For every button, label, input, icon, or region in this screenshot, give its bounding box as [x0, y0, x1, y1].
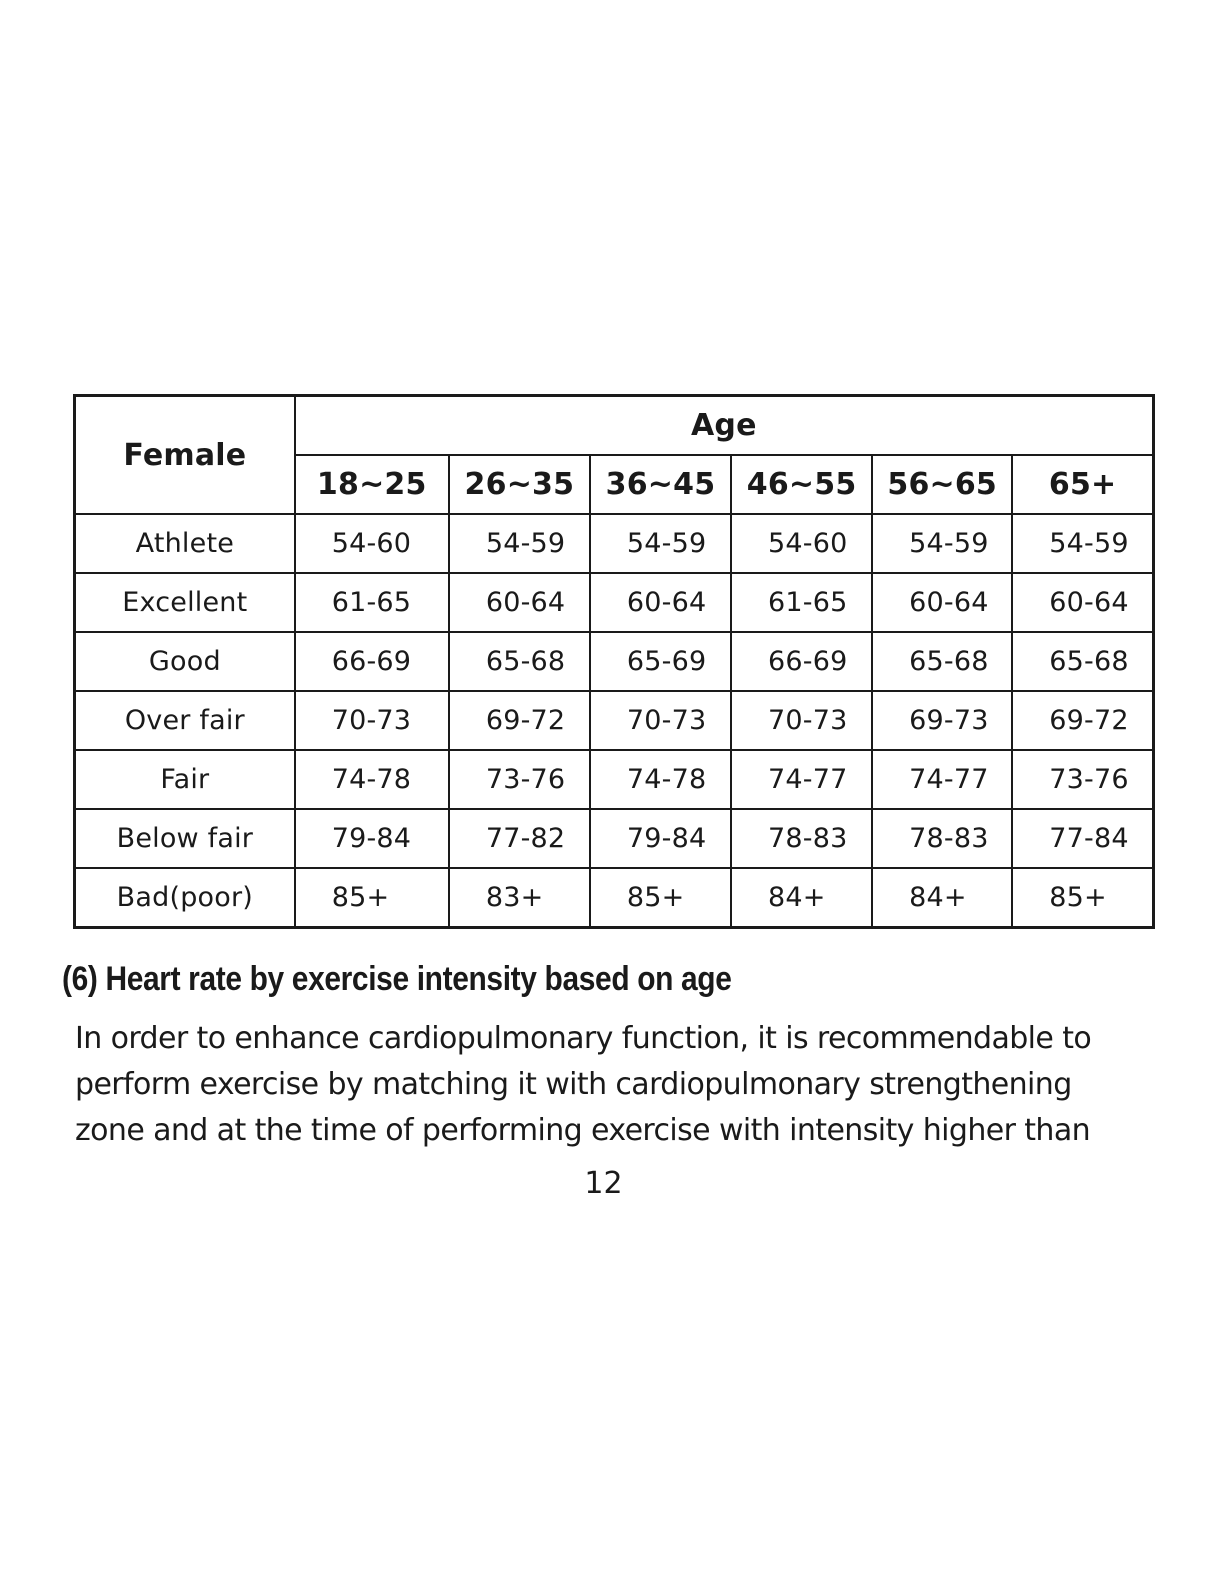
- table-row: Over fair 70-73 69-72 70-73 70-73 69-73 69-72: [73, 690, 1155, 751]
- row-label: Bad(poor): [73, 867, 296, 928]
- row-label: Excellent: [73, 572, 296, 633]
- table-cell: 73-76: [447, 749, 591, 810]
- table-cell: 60-64: [871, 572, 1014, 633]
- age-range-header: 18~25: [293, 454, 450, 515]
- table-cell: 79-84: [293, 808, 450, 869]
- table-cell: 70-73: [293, 690, 450, 751]
- age-range-header: 36~45: [588, 454, 733, 515]
- table-row: Good 66-69 65-68 65-69 66-69 65-68 65-68: [73, 631, 1155, 692]
- table-body: Athlete 54-60 54-59 54-59 54-60 54-59 54-59 Exc…: [73, 513, 1155, 928]
- table-corner-label: Female: [73, 394, 296, 515]
- paragraph-line: perform exercise by matching it with car…: [75, 1067, 1072, 1102]
- table-cell: 65-68: [1011, 631, 1155, 692]
- table-cell: 69-73: [871, 690, 1014, 751]
- table-cell: 84+: [871, 867, 1014, 928]
- section-paragraph: In order to enhance cardiopulmonary func…: [75, 1016, 1170, 1154]
- table-row: Below fair 79-84 77-82 79-84 78-83 78-83 77-84: [73, 808, 1155, 869]
- age-range-header: 65+: [1011, 454, 1155, 515]
- table-cell: 74-78: [293, 749, 450, 810]
- table-cell: 78-83: [871, 808, 1014, 869]
- table-cell: 65-68: [447, 631, 591, 692]
- table-cell: 74-78: [588, 749, 733, 810]
- table-cell: 85+: [1011, 867, 1155, 928]
- table-cell: 54-59: [447, 513, 591, 574]
- table-cell: 69-72: [1011, 690, 1155, 751]
- table-cell: 70-73: [730, 690, 874, 751]
- table-cell: 79-84: [588, 808, 733, 869]
- table-cell: 54-60: [730, 513, 874, 574]
- table-cell: 60-64: [447, 572, 591, 633]
- table-row: Bad(poor) 85+ 83+ 85+ 84+ 84+ 85+: [73, 867, 1155, 928]
- row-label: Below fair: [73, 808, 296, 869]
- table-row: Excellent 61-65 60-64 60-64 61-65 60-64 60-64: [73, 572, 1155, 633]
- table-row: Athlete 54-60 54-59 54-59 54-60 54-59 54-59: [73, 513, 1155, 574]
- age-range-header: 56~65: [871, 454, 1014, 515]
- table-cell: 66-69: [730, 631, 874, 692]
- table-cell: 61-65: [293, 572, 450, 633]
- table-cell: 83+: [447, 867, 591, 928]
- table-cell: 69-72: [447, 690, 591, 751]
- heart-rate-table: Female Age 18~25 26~35 36~45 46~55 56~65 65+ …: [73, 394, 1155, 929]
- row-label: Athlete: [73, 513, 296, 574]
- table-cell: 54-59: [1011, 513, 1155, 574]
- table-cell: 78-83: [730, 808, 874, 869]
- table-cell: 70-73: [588, 690, 733, 751]
- age-range-header: 26~35: [447, 454, 591, 515]
- table-cell: 66-69: [293, 631, 450, 692]
- table-cell: 85+: [293, 867, 450, 928]
- table-cell: 77-84: [1011, 808, 1155, 869]
- table-cell: 65-68: [871, 631, 1014, 692]
- table-cell: 60-64: [1011, 572, 1155, 633]
- table-cell: 54-59: [588, 513, 733, 574]
- table-cell: 73-76: [1011, 749, 1155, 810]
- table-cell: 74-77: [871, 749, 1014, 810]
- table-cell: 85+: [588, 867, 733, 928]
- table-cell: 65-69: [588, 631, 733, 692]
- table-cell: 54-60: [293, 513, 450, 574]
- section-title: (6) Heart rate by exercise intensity bas…: [62, 960, 732, 998]
- row-label: Fair: [73, 749, 296, 810]
- age-group-header: Age: [293, 394, 1155, 456]
- age-range-header-row: 18~25 26~35 36~45 46~55 56~65 65+: [75, 454, 1155, 515]
- paragraph-line: zone and at the time of performing exerc…: [75, 1113, 1091, 1148]
- table-cell: 77-82: [447, 808, 591, 869]
- table-cell: 74-77: [730, 749, 874, 810]
- row-label: Over fair: [73, 690, 296, 751]
- table-row: Fair 74-78 73-76 74-78 74-77 74-77 73-76: [73, 749, 1155, 810]
- table-cell: 61-65: [730, 572, 874, 633]
- paragraph-line: In order to enhance cardiopulmonary func…: [75, 1021, 1092, 1056]
- table-cell: 84+: [730, 867, 874, 928]
- age-range-header: 46~55: [730, 454, 874, 515]
- page-number: 12: [584, 1166, 623, 1201]
- table-cell: 60-64: [588, 572, 733, 633]
- row-label: Good: [73, 631, 296, 692]
- table-cell: 54-59: [871, 513, 1014, 574]
